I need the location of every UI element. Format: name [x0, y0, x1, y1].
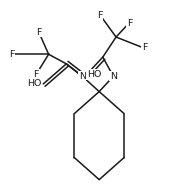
Text: F: F: [97, 10, 103, 20]
Text: F: F: [36, 28, 41, 37]
Text: HO: HO: [87, 70, 101, 79]
Text: F: F: [127, 19, 132, 28]
Text: F: F: [33, 70, 39, 79]
Text: F: F: [142, 43, 147, 52]
Text: F: F: [9, 50, 14, 59]
Text: HO: HO: [27, 79, 41, 88]
Text: N: N: [110, 72, 117, 81]
Text: N: N: [79, 72, 86, 81]
